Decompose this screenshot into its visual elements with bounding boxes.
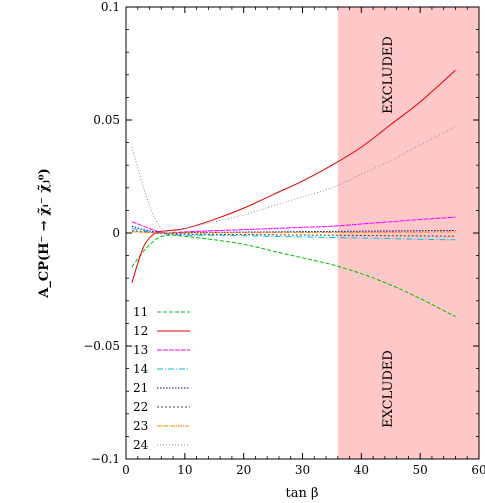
x-tick-label: 40 [354,463,369,477]
legend-label-14: 14 [133,362,149,376]
x-tick-label: 0 [122,463,130,477]
legend-label-21: 21 [133,381,148,395]
y-tick-label: −0.1 [91,452,120,466]
series-line-21 [131,225,456,234]
x-tick-label: 30 [295,463,310,477]
x-tick-label: 60 [471,463,485,477]
series-line-13 [131,216,456,234]
legend-label-24: 24 [133,438,149,452]
legend: 11 12 13 14 21 22 23 24 [133,305,190,452]
series-lines [131,69,456,318]
excluded-label-top: EXCLUDED [381,36,396,114]
legend-label-12: 12 [133,324,148,338]
excluded-region [337,7,479,459]
y-tick-label: 0.1 [101,0,120,14]
plot-frame [125,6,480,460]
y-axis-title: A_CP(H⁻ → χ̃ᵢ⁻ χ̃ⱼ⁰) [37,168,52,298]
legend-label-23: 23 [133,419,148,433]
legend-label-13: 13 [133,343,148,357]
y-tick-label: 0.05 [93,113,120,127]
series-line-11 [131,234,456,318]
series-line-23 [131,231,456,234]
legend-label-22: 22 [133,400,148,414]
y-tick-labels: 0.1 0.05 0 −0.05 −0.1 [83,0,120,466]
excluded-label-bottom: EXCLUDED [381,350,396,428]
x-axis-title: tan β [286,486,319,501]
y-tick-label: −0.05 [83,339,120,353]
x-tick-label: 20 [236,463,251,477]
excluded-area [337,7,479,459]
legend-label-11: 11 [133,305,148,319]
x-tick-labels: 0 10 20 30 40 50 60 [122,463,485,477]
x-tick-label: 10 [177,463,192,477]
x-tick-label: 50 [413,463,428,477]
y-tick-label: 0 [112,226,120,240]
